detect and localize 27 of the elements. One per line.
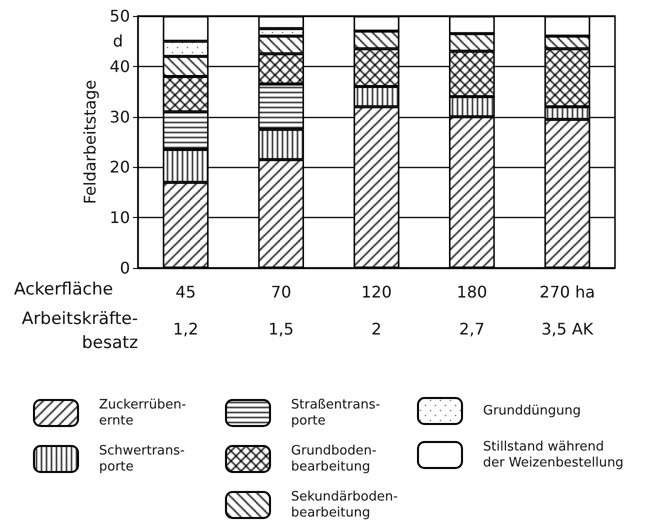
legend-label: Sekundärboden- bearbeitung	[291, 490, 398, 520]
y-tick-label: 0	[120, 258, 130, 278]
legend-label: Zuckerrüben- ernte	[99, 398, 187, 428]
legend-label: Grunddüngung	[483, 404, 581, 418]
text: 1,2	[172, 320, 198, 338]
y-tick-label: 10	[110, 208, 130, 228]
legend-label: Straßentrans- porte	[291, 398, 381, 428]
y-tick-label: 50	[110, 6, 130, 26]
x-axis-title: Ackerfläche	[14, 280, 114, 300]
legend-label: Schwertrans- porte	[99, 444, 186, 474]
x-tick-label: 70	[270, 282, 292, 302]
text: Arbeitskräfte- besatz	[22, 309, 138, 353]
text: d	[112, 32, 124, 51]
text: 2	[371, 320, 382, 338]
y-axis-title: Feldarbeitstage	[80, 80, 100, 204]
legend-label: Stillstand während der Weizenbestellung	[483, 440, 624, 470]
y-tick-label: 30	[110, 107, 130, 126]
text: 3,5 AK	[541, 320, 594, 338]
y-tick-label: 20	[110, 158, 130, 177]
text: 2,7	[459, 320, 485, 338]
x-tick-label: 120	[361, 282, 392, 302]
text: 1,5	[268, 320, 294, 338]
x-tick-label: 270 ha	[540, 282, 596, 302]
y-tick-label: 40	[110, 56, 130, 76]
x-tick-label: 45	[176, 282, 196, 302]
legend-label: Grundboden- bearbeitung	[291, 444, 377, 474]
x-tick-label: 180	[456, 282, 488, 302]
